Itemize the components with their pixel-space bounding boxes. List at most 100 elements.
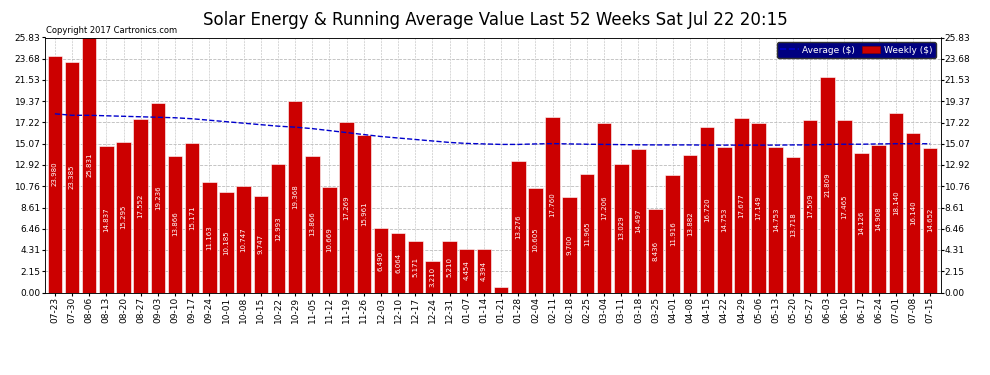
Legend: Average ($), Weekly ($): Average ($), Weekly ($): [777, 42, 936, 58]
Bar: [167, 156, 182, 292]
Bar: [854, 153, 869, 292]
Bar: [511, 161, 526, 292]
Text: 11.163: 11.163: [206, 225, 212, 250]
Text: 3.210: 3.210: [430, 267, 436, 287]
Bar: [545, 117, 560, 292]
Text: 10.185: 10.185: [224, 230, 230, 255]
Bar: [425, 261, 440, 292]
Text: 21.809: 21.809: [825, 172, 831, 197]
Bar: [134, 119, 148, 292]
Bar: [391, 232, 406, 292]
Text: 19.236: 19.236: [154, 185, 160, 210]
Bar: [64, 62, 79, 292]
Bar: [923, 148, 938, 292]
Text: 17.269: 17.269: [344, 195, 349, 220]
Text: 14.753: 14.753: [773, 207, 779, 232]
Bar: [82, 38, 96, 292]
Text: 9.747: 9.747: [257, 234, 263, 255]
Bar: [751, 123, 766, 292]
Text: 17.509: 17.509: [807, 194, 813, 218]
Bar: [185, 143, 199, 292]
Text: 8.436: 8.436: [652, 241, 658, 261]
Text: 11.916: 11.916: [670, 221, 676, 246]
Text: 4.394: 4.394: [481, 261, 487, 281]
Text: 15.961: 15.961: [360, 201, 367, 226]
Bar: [476, 249, 491, 292]
Text: 13.866: 13.866: [309, 211, 315, 236]
Bar: [253, 196, 268, 292]
Text: 9.700: 9.700: [566, 234, 573, 255]
Text: 4.454: 4.454: [463, 261, 470, 280]
Text: 13.882: 13.882: [687, 211, 693, 236]
Text: 6.490: 6.490: [378, 251, 384, 270]
Text: 25.831: 25.831: [86, 153, 92, 177]
Text: 13.718: 13.718: [790, 212, 796, 237]
Text: 14.497: 14.497: [636, 209, 642, 233]
Bar: [665, 175, 680, 292]
Text: 5.210: 5.210: [446, 257, 452, 277]
Text: 14.126: 14.126: [858, 210, 864, 235]
Bar: [735, 118, 748, 292]
Bar: [288, 101, 302, 292]
Bar: [99, 146, 114, 292]
Text: 5.171: 5.171: [412, 257, 419, 277]
Text: 6.064: 6.064: [395, 252, 401, 273]
Text: 15.171: 15.171: [189, 205, 195, 230]
Bar: [356, 135, 371, 292]
Text: 17.552: 17.552: [138, 194, 144, 218]
Bar: [906, 133, 921, 292]
Text: 17.465: 17.465: [842, 194, 847, 219]
Bar: [597, 123, 612, 292]
Bar: [700, 128, 715, 292]
Bar: [150, 103, 165, 292]
Text: 15.295: 15.295: [121, 205, 127, 229]
Text: 23.980: 23.980: [51, 162, 57, 186]
Text: 23.385: 23.385: [69, 165, 75, 189]
Text: 13.866: 13.866: [172, 211, 178, 236]
Text: 17.149: 17.149: [755, 195, 761, 220]
Bar: [340, 122, 354, 292]
Text: 12.993: 12.993: [275, 216, 281, 241]
Bar: [116, 141, 131, 292]
Bar: [717, 147, 732, 292]
Bar: [820, 77, 835, 292]
Text: 19.368: 19.368: [292, 184, 298, 209]
Bar: [838, 120, 851, 292]
Bar: [48, 56, 62, 292]
Bar: [871, 146, 886, 292]
Bar: [202, 182, 217, 292]
Bar: [631, 149, 645, 292]
Bar: [562, 197, 577, 292]
Bar: [768, 147, 783, 292]
Text: 17.206: 17.206: [601, 195, 607, 220]
Text: 14.753: 14.753: [722, 207, 728, 232]
Bar: [786, 157, 800, 292]
Bar: [459, 249, 474, 292]
Bar: [494, 287, 509, 292]
Bar: [528, 188, 543, 292]
Bar: [614, 164, 629, 292]
Bar: [889, 113, 903, 292]
Bar: [237, 186, 250, 292]
Text: 17.677: 17.677: [739, 193, 744, 217]
Text: 17.760: 17.760: [549, 192, 555, 217]
Text: 10.747: 10.747: [241, 227, 247, 252]
Bar: [305, 156, 320, 292]
Text: 13.276: 13.276: [515, 214, 522, 239]
Text: 10.669: 10.669: [327, 228, 333, 252]
Text: 14.652: 14.652: [928, 208, 934, 232]
Bar: [219, 192, 234, 292]
Text: 18.140: 18.140: [893, 190, 899, 215]
Text: 14.908: 14.908: [876, 207, 882, 231]
Bar: [443, 241, 457, 292]
Bar: [373, 228, 388, 292]
Bar: [579, 174, 594, 292]
Text: 16.140: 16.140: [910, 201, 916, 225]
Bar: [270, 164, 285, 292]
Text: 10.605: 10.605: [533, 228, 539, 252]
Text: Copyright 2017 Cartronics.com: Copyright 2017 Cartronics.com: [47, 26, 177, 35]
Bar: [648, 209, 663, 292]
Text: 13.029: 13.029: [618, 216, 625, 240]
Text: 14.837: 14.837: [103, 207, 109, 232]
Text: 16.720: 16.720: [704, 198, 710, 222]
